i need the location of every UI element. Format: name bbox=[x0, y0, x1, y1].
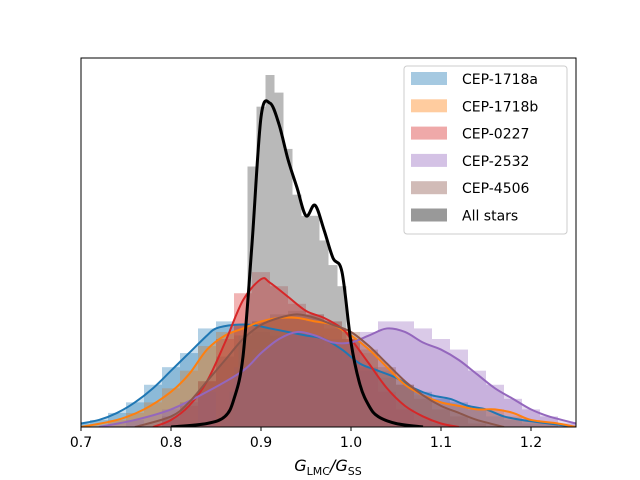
histogram-bar-all-stars bbox=[283, 148, 293, 427]
histogram-bar-cep-1718a bbox=[486, 416, 504, 427]
x-tick-label: 1.0 bbox=[340, 435, 362, 451]
histogram-bar-cep-1718a bbox=[450, 402, 468, 427]
histogram-bar-cep-4506 bbox=[414, 398, 432, 427]
legend-label-all-stars: All stars bbox=[462, 209, 518, 225]
x-axis-label-mid: /G bbox=[328, 456, 348, 475]
histogram-bar-cep-1718a bbox=[432, 398, 450, 427]
x-tick-label: 1.1 bbox=[430, 435, 452, 451]
x-axis-label-main: G bbox=[294, 456, 306, 475]
histogram-bar-cep-1718b bbox=[504, 416, 522, 427]
legend-swatch-cep-2532 bbox=[411, 153, 447, 167]
histogram-bar-all-stars bbox=[382, 423, 392, 427]
histogram-bar-all-stars bbox=[337, 286, 347, 427]
histogram-bar-cep-4506 bbox=[468, 423, 486, 427]
x-axis-ticks: 0.7 0.8 0.9 1.0 1.1 1.2 bbox=[70, 427, 542, 451]
histogram-bar-all-stars bbox=[274, 92, 284, 427]
legend-label-cep-1718a: CEP-1718a bbox=[462, 72, 538, 88]
histogram-bar-all-stars bbox=[265, 75, 275, 427]
histogram-bar-all-stars bbox=[256, 106, 266, 427]
legend: CEP-1718a CEP-1718b CEP-0227 CEP-2532 CEP-45… bbox=[403, 65, 568, 235]
histogram-bar-cep-1718b bbox=[198, 346, 216, 427]
kde-fill-cep-1718a bbox=[81, 324, 576, 427]
histogram-bar-cep-2532 bbox=[198, 391, 216, 427]
histogram-bar-all-stars bbox=[247, 166, 257, 427]
histogram-bar-all-stars bbox=[346, 342, 356, 427]
legend-label-cep-0227: CEP-0227 bbox=[462, 127, 529, 143]
legend-label-cep-2532: CEP-2532 bbox=[462, 154, 529, 170]
histogram-bar-cep-1718a bbox=[468, 409, 486, 427]
legend-label-cep-1718b: CEP-1718b bbox=[462, 99, 538, 115]
histogram-bar-cep-1718b bbox=[180, 370, 198, 427]
x-tick-label: 0.9 bbox=[250, 435, 272, 451]
x-tick-label: 1.2 bbox=[520, 435, 542, 451]
histogram-bar-cep-1718a bbox=[504, 419, 522, 427]
histogram-bar-cep-1718b bbox=[540, 423, 558, 427]
histogram-bar-all-stars bbox=[319, 240, 329, 427]
x-tick-label: 0.7 bbox=[70, 435, 92, 451]
kde-line-cep-2532 bbox=[98, 327, 576, 427]
histogram-bar-all-stars bbox=[373, 416, 383, 427]
histogram-bar-cep-0227 bbox=[432, 423, 450, 427]
histogram-bar-all-stars bbox=[301, 215, 311, 427]
histogram-bar-cep-4506 bbox=[162, 416, 180, 427]
histogram-bar-all-stars bbox=[364, 405, 374, 427]
plot-frame bbox=[80, 57, 577, 428]
legend-swatch-all-stars bbox=[411, 208, 447, 222]
legend-box bbox=[403, 65, 568, 235]
legend-swatch-cep-0227 bbox=[411, 126, 447, 140]
legend-swatch-cep-1718b bbox=[411, 99, 447, 113]
histogram-bar-cep-1718a bbox=[540, 423, 558, 427]
x-axis-label-sub1: LMC bbox=[307, 465, 331, 478]
legend-swatch-cep-1718a bbox=[411, 72, 447, 85]
histogram-bar-cep-4506 bbox=[450, 416, 468, 427]
histogram-bar-cep-4506 bbox=[198, 381, 216, 427]
histogram-bar-cep-1718b bbox=[468, 409, 486, 427]
histogram-bar-cep-0227 bbox=[414, 419, 432, 427]
x-axis-label-sub2: SS bbox=[348, 465, 362, 478]
histogram-bar-all-stars bbox=[238, 335, 248, 427]
histogram-bar-all-stars bbox=[292, 194, 302, 427]
histogram-bar-cep-2532 bbox=[486, 384, 504, 427]
histogram-bar-all-stars bbox=[355, 384, 365, 427]
histogram-bar-cep-1718a bbox=[180, 353, 198, 427]
kde-line-cep-4506 bbox=[134, 313, 505, 427]
kde-line-layer bbox=[81, 99, 576, 427]
histogram-bar-cep-2532 bbox=[468, 370, 486, 427]
kde-fill-cep-4506 bbox=[135, 314, 504, 427]
kde-line-all-stars bbox=[170, 99, 424, 427]
histogram-bar-cep-1718a bbox=[378, 377, 396, 427]
histogram-bar-cep-1718b bbox=[522, 419, 540, 427]
histogram-bar-cep-0227 bbox=[162, 419, 180, 427]
histogram-bar-cep-4506 bbox=[180, 402, 198, 427]
histogram-bar-cep-0227 bbox=[198, 381, 216, 427]
kde-fill-cep-1718b bbox=[81, 317, 576, 427]
x-tick-label: 0.8 bbox=[160, 435, 182, 451]
histogram-bar-cep-2532 bbox=[126, 419, 144, 427]
histogram-bar-cep-1718a bbox=[522, 423, 540, 427]
histogram-bar-cep-1718b bbox=[378, 370, 396, 427]
histogram-bar-cep-2532 bbox=[414, 328, 432, 427]
kde-fill-cep-0227 bbox=[153, 278, 459, 427]
histogram-bar-cep-2532 bbox=[396, 321, 414, 427]
legend-swatch-cep-4506 bbox=[411, 181, 447, 195]
histogram-all-stars bbox=[220, 75, 392, 427]
histogram-bar-all-stars bbox=[229, 391, 239, 427]
legend-label-cep-4506: CEP-4506 bbox=[462, 181, 530, 197]
histogram-bar-all-stars bbox=[328, 265, 338, 427]
histogram-bar-all-stars bbox=[220, 419, 230, 427]
histogram-bar-cep-1718a bbox=[198, 328, 216, 427]
histogram-bar-cep-0227 bbox=[396, 409, 414, 427]
kde-line-cep-1718a bbox=[81, 323, 576, 427]
histogram-bar-cep-2532 bbox=[432, 339, 450, 427]
x-axis-label: GLMC/GSS bbox=[294, 456, 361, 478]
